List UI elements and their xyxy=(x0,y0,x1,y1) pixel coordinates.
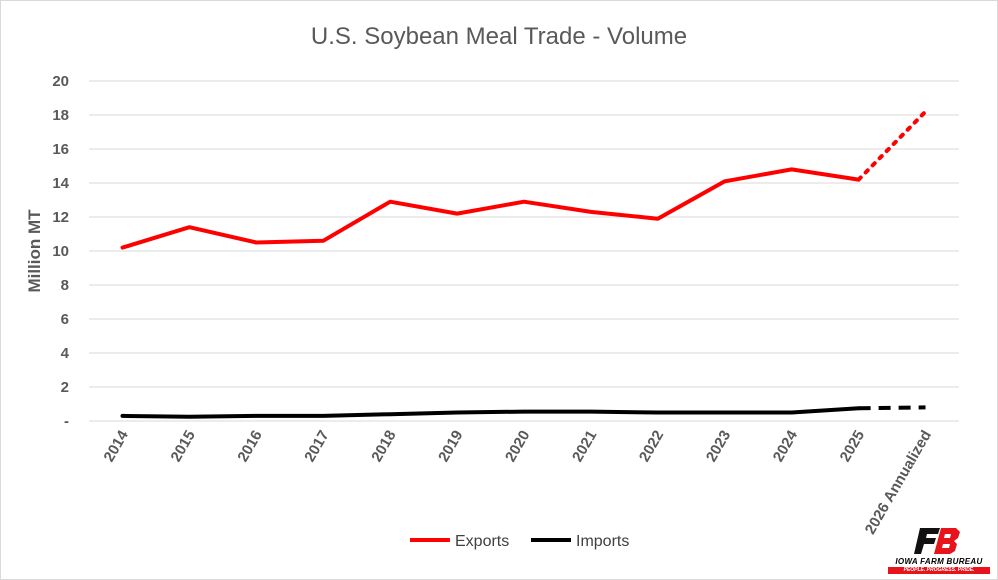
series-projection-exports xyxy=(856,109,928,182)
x-tick-label: 2022 xyxy=(636,428,667,465)
y-tick-label: 6 xyxy=(61,311,69,328)
y-tick-label: 4 xyxy=(61,345,70,362)
y-tick-label: 20 xyxy=(52,73,69,90)
farm-bureau-mark-icon xyxy=(914,528,960,554)
logo-tagline: PEOPLE. PROGRESS. PRIDE. xyxy=(888,567,990,574)
x-tick-label: 2020 xyxy=(502,428,533,465)
legend: Exports Imports xyxy=(410,533,629,550)
y-tick-label: 12 xyxy=(52,209,69,226)
series-lines xyxy=(120,109,928,419)
x-tick-label: 2015 xyxy=(167,428,198,465)
y-tick-label: 10 xyxy=(52,243,69,260)
y-tick-label: 14 xyxy=(52,175,69,192)
x-tick-label: 2014 xyxy=(101,427,133,465)
x-tick-label: 2018 xyxy=(368,428,399,465)
series-line-imports xyxy=(120,406,861,419)
x-tick-label: 2019 xyxy=(435,428,466,465)
x-tick-label: 2021 xyxy=(569,428,600,465)
y-tick-label: 8 xyxy=(61,277,69,294)
y-tick-label: 18 xyxy=(52,107,69,124)
x-tick-label: 2025 xyxy=(837,428,868,465)
x-tick-labels: 2014 2015 2016 2017 2018 2019 2020 2021 2022 2023… xyxy=(101,427,935,537)
y-tick-label: 16 xyxy=(52,141,69,158)
iowa-farm-bureau-logo: IOWA FARM BUREAU PEOPLE. PROGRESS. PRIDE… xyxy=(886,526,992,574)
series-line-exports xyxy=(120,167,861,250)
legend-label-exports: Exports xyxy=(455,533,509,550)
y-axis-label: Million MT xyxy=(25,209,44,293)
y-tick-label: 2 xyxy=(61,379,69,396)
x-tick-label: 2017 xyxy=(301,428,332,465)
x-tick-label: 2024 xyxy=(770,427,802,465)
y-tick-label: - xyxy=(64,413,69,430)
legend-label-imports: Imports xyxy=(576,533,629,550)
y-tick-labels: - 2 4 6 8 10 12 14 16 18 20 xyxy=(52,73,69,430)
series-projection-imports xyxy=(858,405,926,411)
logo-name: IOWA FARM BUREAU xyxy=(895,557,983,566)
x-tick-label: 2016 xyxy=(234,428,265,465)
x-tick-label: 2023 xyxy=(703,428,734,465)
x-tick-label: 2026 Annualized xyxy=(862,428,935,538)
gridlines xyxy=(89,80,959,422)
chart-title: U.S. Soybean Meal Trade - Volume xyxy=(311,23,687,50)
